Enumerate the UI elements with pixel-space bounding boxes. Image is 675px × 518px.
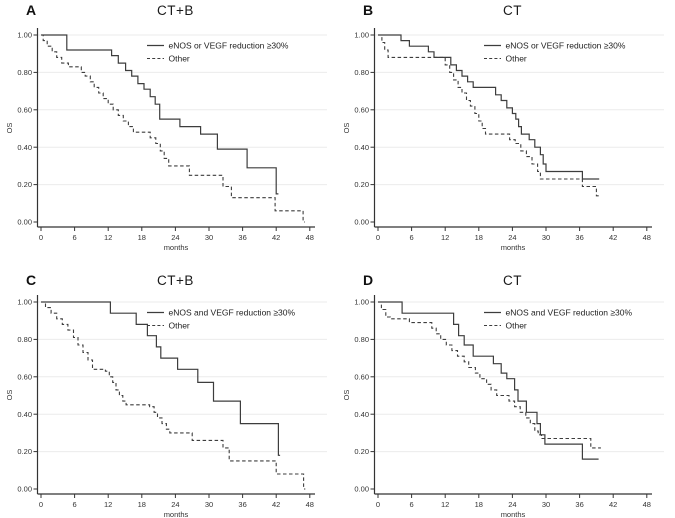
svg-text:Other: Other bbox=[506, 321, 527, 331]
svg-text:OS: OS bbox=[342, 123, 351, 134]
svg-text:6: 6 bbox=[73, 500, 77, 509]
svg-text:18: 18 bbox=[138, 500, 146, 509]
svg-text:30: 30 bbox=[542, 233, 550, 242]
svg-text:12: 12 bbox=[441, 500, 449, 509]
svg-text:eNOS and VEGF reduction ≥30%: eNOS and VEGF reduction ≥30% bbox=[169, 308, 296, 318]
svg-text:48: 48 bbox=[643, 233, 651, 242]
svg-text:0.60: 0.60 bbox=[354, 372, 369, 381]
svg-text:6: 6 bbox=[73, 233, 77, 242]
svg-text:0.80: 0.80 bbox=[354, 335, 369, 344]
svg-text:0: 0 bbox=[376, 233, 380, 242]
svg-text:36: 36 bbox=[575, 500, 583, 509]
svg-text:0.00: 0.00 bbox=[354, 218, 369, 227]
svg-text:12: 12 bbox=[104, 233, 112, 242]
svg-text:18: 18 bbox=[138, 233, 146, 242]
panel-d: D CT 0.00 0.20 0.40 0.60 0.80 1.00 0 6 12 18 24 30 3… bbox=[337, 259, 674, 518]
svg-text:0.40: 0.40 bbox=[17, 143, 32, 152]
panel-title-a: CT+B bbox=[157, 3, 194, 18]
svg-text:0.60: 0.60 bbox=[17, 105, 32, 114]
svg-text:0.20: 0.20 bbox=[354, 180, 369, 189]
svg-text:6: 6 bbox=[410, 233, 414, 242]
svg-text:30: 30 bbox=[542, 500, 550, 509]
panel-b: B CT 0.00 0.20 0.40 0.60 0.80 1.00 0 6 12 18 24 30 3… bbox=[337, 0, 674, 259]
svg-text:OS: OS bbox=[5, 123, 14, 134]
svg-text:1.00: 1.00 bbox=[354, 298, 369, 307]
svg-text:30: 30 bbox=[205, 233, 213, 242]
svg-text:1.00: 1.00 bbox=[17, 298, 32, 307]
svg-text:eNOS and VEGF reduction ≥30%: eNOS and VEGF reduction ≥30% bbox=[506, 308, 633, 318]
panel-letter-d: D bbox=[363, 272, 374, 288]
svg-text:Other: Other bbox=[169, 54, 190, 64]
panel-letter-b: B bbox=[363, 2, 374, 18]
panel-title-c: CT+B bbox=[157, 273, 194, 288]
km-plot-b: 0.00 0.20 0.40 0.60 0.80 1.00 0 6 12 18 24 30 36 42 48… bbox=[342, 28, 664, 252]
svg-text:0: 0 bbox=[376, 500, 380, 509]
svg-text:24: 24 bbox=[171, 233, 179, 242]
svg-text:48: 48 bbox=[643, 500, 651, 509]
svg-text:36: 36 bbox=[238, 500, 246, 509]
svg-text:36: 36 bbox=[238, 233, 246, 242]
svg-text:OS: OS bbox=[5, 390, 14, 401]
svg-text:0.40: 0.40 bbox=[354, 143, 369, 152]
svg-text:0.60: 0.60 bbox=[354, 105, 369, 114]
svg-text:0.20: 0.20 bbox=[17, 447, 32, 456]
panel-title-b: CT bbox=[503, 3, 522, 18]
km-plot-a: 0.00 0.20 0.40 0.60 0.80 1.00 0 6 12 18 24 30 36 42 48… bbox=[5, 28, 327, 252]
panel-a: A CT+B 0.00 0.20 0.40 0.60 0.80 1.00 0 6 12 18 24 3… bbox=[0, 0, 337, 259]
svg-text:0.00: 0.00 bbox=[17, 485, 32, 494]
km-plot-c: 0.00 0.20 0.40 0.60 0.80 1.00 0 6 12 18 24 30 36 42 48… bbox=[5, 295, 327, 518]
svg-text:0.20: 0.20 bbox=[17, 180, 32, 189]
svg-text:eNOS or VEGF reduction ≥30%: eNOS or VEGF reduction ≥30% bbox=[169, 41, 289, 51]
svg-text:0.80: 0.80 bbox=[354, 68, 369, 77]
svg-text:months: months bbox=[501, 243, 526, 252]
km-plot-d: 0.00 0.20 0.40 0.60 0.80 1.00 0 6 12 18 24 30 36 42 48… bbox=[342, 295, 664, 518]
svg-text:months: months bbox=[501, 510, 526, 518]
svg-text:12: 12 bbox=[441, 233, 449, 242]
svg-text:24: 24 bbox=[171, 500, 179, 509]
svg-text:36: 36 bbox=[575, 233, 583, 242]
svg-text:6: 6 bbox=[410, 500, 414, 509]
svg-text:42: 42 bbox=[272, 233, 280, 242]
svg-text:0.80: 0.80 bbox=[17, 68, 32, 77]
panel-letter-c: C bbox=[26, 272, 37, 288]
svg-text:Other: Other bbox=[506, 54, 527, 64]
svg-text:0.00: 0.00 bbox=[354, 485, 369, 494]
svg-text:42: 42 bbox=[272, 500, 280, 509]
svg-text:Other: Other bbox=[169, 321, 190, 331]
svg-text:months: months bbox=[164, 243, 189, 252]
panel-title-d: CT bbox=[503, 273, 522, 288]
svg-text:18: 18 bbox=[475, 500, 483, 509]
svg-text:0.00: 0.00 bbox=[17, 218, 32, 227]
svg-text:months: months bbox=[164, 510, 189, 518]
svg-text:30: 30 bbox=[205, 500, 213, 509]
svg-text:42: 42 bbox=[609, 233, 617, 242]
svg-text:1.00: 1.00 bbox=[17, 31, 32, 40]
svg-text:0: 0 bbox=[39, 500, 43, 509]
svg-text:0: 0 bbox=[39, 233, 43, 242]
svg-text:eNOS or VEGF reduction ≥30%: eNOS or VEGF reduction ≥30% bbox=[506, 41, 626, 51]
svg-text:18: 18 bbox=[475, 233, 483, 242]
svg-text:24: 24 bbox=[508, 500, 516, 509]
svg-text:42: 42 bbox=[609, 500, 617, 509]
svg-text:0.20: 0.20 bbox=[354, 447, 369, 456]
svg-text:1.00: 1.00 bbox=[354, 31, 369, 40]
svg-text:24: 24 bbox=[508, 233, 516, 242]
svg-text:48: 48 bbox=[306, 500, 314, 509]
svg-text:0.80: 0.80 bbox=[17, 335, 32, 344]
svg-text:OS: OS bbox=[342, 390, 351, 401]
svg-text:12: 12 bbox=[104, 500, 112, 509]
panel-c: C CT+B 0.00 0.20 0.40 0.60 0.80 1.00 0 6 12 18 24 3… bbox=[0, 259, 337, 518]
panel-letter-a: A bbox=[26, 2, 37, 18]
svg-text:48: 48 bbox=[306, 233, 314, 242]
svg-text:0.60: 0.60 bbox=[17, 372, 32, 381]
svg-text:0.40: 0.40 bbox=[354, 410, 369, 419]
svg-text:0.40: 0.40 bbox=[17, 410, 32, 419]
